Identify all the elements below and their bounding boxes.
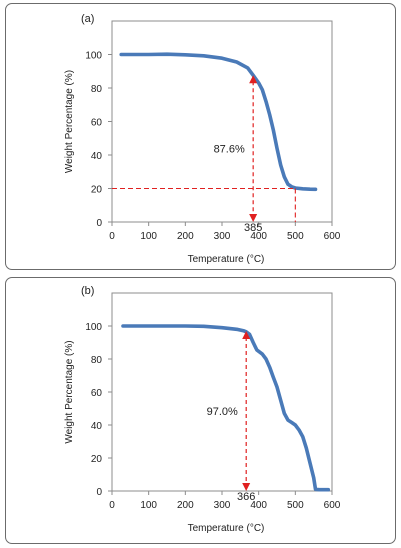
chart-b-marker-temp-label: 366 bbox=[237, 491, 255, 503]
plot-area-b bbox=[111, 292, 333, 492]
chart-b-marks bbox=[121, 324, 331, 492]
y-tick-label: 100 bbox=[85, 51, 102, 62]
x-tick-label: 500 bbox=[287, 231, 304, 242]
chart-a-marks bbox=[112, 52, 318, 222]
x-tick-label: 600 bbox=[324, 500, 341, 511]
x-tick-label: 100 bbox=[140, 231, 157, 242]
y-tick-label: 80 bbox=[91, 355, 103, 366]
chart-a-drop-label: 87.6% bbox=[214, 144, 245, 156]
y-tick-label: 0 bbox=[96, 487, 102, 498]
chart-b-svg: (b) 0 100 200 300 400 500 600 0 20 40 60 80 100 Weig… bbox=[64, 285, 341, 534]
y-tick-label: 40 bbox=[91, 421, 103, 432]
plot-area-a bbox=[111, 20, 333, 223]
chart-panel-a: (a) 0 100 200 300 400 500 600 0 20 40 60 80 100 Weig… bbox=[5, 3, 396, 270]
chart-a-xlabel: Temperature (°C) bbox=[188, 254, 265, 265]
chart-a-axes: 0 100 200 300 400 500 600 0 20 40 60 80 100 bbox=[85, 20, 341, 242]
marker-arrowhead-down-a bbox=[249, 214, 258, 222]
chart-a-marker-temp-label: 385 bbox=[244, 222, 262, 234]
y-tick-label: 20 bbox=[91, 454, 103, 465]
chart-b-ylabel: Weight Percentage (%) bbox=[64, 340, 75, 443]
y-tick-label: 20 bbox=[91, 185, 103, 196]
chart-a-ylabel: Weight Percentage (%) bbox=[64, 70, 75, 173]
x-tick-label: 500 bbox=[287, 500, 304, 511]
x-tick-label: 0 bbox=[109, 231, 115, 242]
series-line-a-0 bbox=[119, 52, 318, 192]
y-tick-label: 60 bbox=[91, 118, 103, 129]
x-tick-label: 200 bbox=[177, 500, 194, 511]
chart-panel-b: (b) 0 100 200 300 400 500 600 0 20 40 60 80 100 Weig… bbox=[5, 277, 396, 544]
x-tick-label: 0 bbox=[109, 500, 115, 511]
chart-b-xlabel: Temperature (°C) bbox=[188, 523, 265, 534]
x-tick-label: 100 bbox=[140, 500, 157, 511]
marker-arrowhead-down-b bbox=[242, 483, 251, 491]
y-tick-label: 100 bbox=[85, 322, 102, 333]
x-tick-label: 200 bbox=[177, 231, 194, 242]
panel-label-a: (a) bbox=[81, 13, 94, 25]
x-tick-label: 400 bbox=[250, 500, 267, 511]
x-tick-label: 600 bbox=[324, 231, 341, 242]
chart-a-svg: (a) 0 100 200 300 400 500 600 0 20 40 60 80 100 Weig… bbox=[64, 13, 341, 265]
x-tick-label: 300 bbox=[214, 231, 231, 242]
x-tick-label: 400 bbox=[250, 231, 267, 242]
marker-arrowhead-up-a bbox=[249, 75, 258, 84]
y-tick-label: 0 bbox=[96, 218, 102, 229]
panel-label-b: (b) bbox=[81, 285, 94, 297]
y-tick-label: 60 bbox=[91, 388, 103, 399]
chart-b-axes: 0 100 200 300 400 500 600 0 20 40 60 80 100 bbox=[85, 292, 341, 511]
x-tick-label: 300 bbox=[214, 500, 231, 511]
marker-arrowhead-up-b bbox=[242, 330, 251, 339]
series-line-b-0 bbox=[121, 324, 331, 492]
y-tick-label: 40 bbox=[91, 151, 103, 162]
y-tick-label: 80 bbox=[91, 84, 103, 95]
chart-b-drop-label: 97.0% bbox=[207, 406, 238, 418]
